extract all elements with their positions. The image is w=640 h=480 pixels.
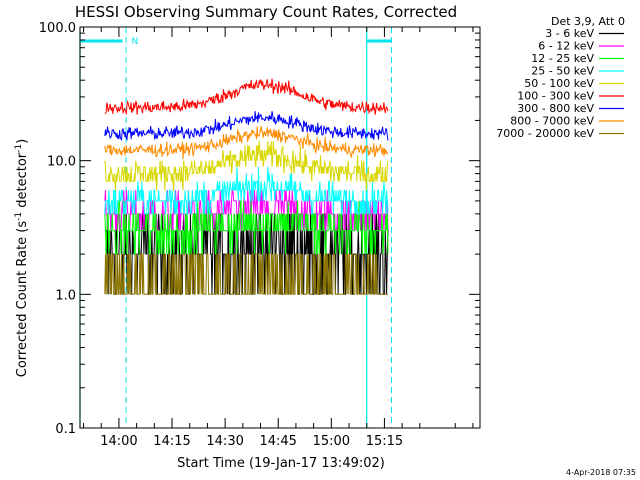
series-line-4 bbox=[104, 141, 389, 191]
x-tick-label-0: 14:00 bbox=[100, 434, 137, 449]
y-tick-label-2: 1.0 bbox=[55, 288, 76, 303]
series-line-6 bbox=[104, 111, 389, 141]
y-axis-label: Corrected Count Rate (s-1 detector-1) bbox=[14, 139, 30, 377]
timestamp: 4-Apr-2018 07:35 bbox=[566, 468, 636, 477]
x-axis-label: Start Time (19-Jan-17 13:49:02) bbox=[177, 456, 385, 471]
flag-label: N bbox=[131, 37, 138, 47]
x-tick-label-3: 14:45 bbox=[259, 434, 296, 449]
series-line-3 bbox=[104, 166, 389, 215]
y-tick-label-3: 0.1 bbox=[55, 422, 76, 437]
series-line-2 bbox=[104, 200, 389, 255]
legend-label-7: 800 - 7000 keV bbox=[510, 115, 594, 128]
x-tick-label-5: 15:15 bbox=[366, 434, 403, 449]
series-line-5 bbox=[104, 78, 389, 115]
plot-frame bbox=[79, 26, 481, 429]
legend-label-4: 50 - 100 keV bbox=[524, 77, 594, 90]
x-tick-label-1: 14:15 bbox=[153, 434, 190, 449]
x-tick-label-2: 14:30 bbox=[206, 434, 243, 449]
legend-title: Det 3,9, Att 0 bbox=[551, 15, 625, 28]
series-line-7 bbox=[104, 126, 389, 160]
x-tick-label-4: 15:00 bbox=[313, 434, 350, 449]
plot-area: N bbox=[79, 27, 393, 428]
legend-label-8: 7000 - 20000 keV bbox=[496, 127, 594, 140]
chart-title: HESSI Observing Summary Count Rates, Cor… bbox=[75, 3, 457, 21]
legend-label-3: 25 - 50 keV bbox=[531, 65, 594, 78]
y-tick-label-1: 10.0 bbox=[47, 155, 76, 170]
legend-label-0: 3 - 6 keV bbox=[545, 27, 594, 40]
legend-label-2: 12 - 25 keV bbox=[531, 52, 594, 65]
y-tick-label-0: 100.0 bbox=[39, 21, 76, 36]
legend-label-5: 100 - 300 keV bbox=[517, 90, 594, 103]
axes: 100.0 10.0 1.0 0.1 14:00 14:15 14:30 14:45 15:00… bbox=[39, 21, 481, 449]
series-line-8 bbox=[104, 253, 388, 295]
legend-label-6: 300 - 800 keV bbox=[517, 102, 594, 115]
legend-label-1: 6 - 12 keV bbox=[538, 40, 594, 53]
